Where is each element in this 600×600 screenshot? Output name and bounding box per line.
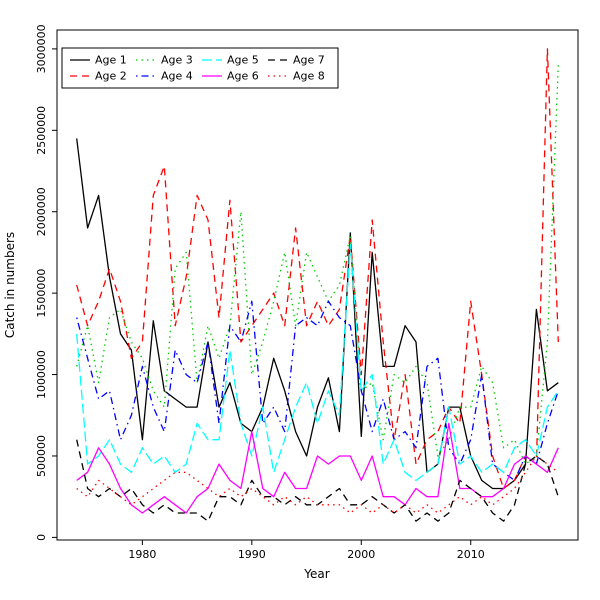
y-axis-tick-label: 2500000 — [35, 106, 48, 155]
series-line-age-6 — [76, 422, 559, 514]
legend-label-age-5: Age 5 — [227, 54, 259, 67]
legend-label-age-4: Age 4 — [161, 70, 193, 83]
y-axis-tick-label: 2000000 — [35, 187, 48, 236]
series-line-age-2 — [76, 48, 559, 490]
y-axis-tick-label: 1000000 — [35, 350, 48, 399]
x-axis-tick-label: 1990 — [238, 548, 266, 561]
x-axis-tick-label: 2010 — [457, 548, 485, 561]
legend-label-age-6: Age 6 — [227, 70, 259, 83]
y-axis-title: Catch in numbers — [3, 232, 17, 338]
series-line-age-3 — [76, 65, 559, 465]
series-line-age-4 — [76, 300, 559, 482]
legend-label-age-1: Age 1 — [95, 54, 127, 67]
legend-label-age-2: Age 2 — [95, 70, 127, 83]
y-axis-tick-label: 500000 — [35, 435, 48, 477]
legend-label-age-8: Age 8 — [293, 70, 325, 83]
plot-area: 1980 1990 2000 2010 0 500000 1000000 1500000 200… — [35, 24, 579, 561]
y-axis-tick-label: 0 — [35, 534, 48, 541]
x-axis-tick-label: 1980 — [128, 548, 156, 561]
y-axis-tick-label: 3000000 — [35, 24, 48, 73]
plot-box — [56, 29, 579, 541]
series-line-age-8 — [76, 455, 559, 514]
series-line-age-1 — [76, 138, 559, 490]
legend-label-age-3: Age 3 — [161, 54, 193, 67]
series-line-age-5 — [76, 243, 559, 482]
x-axis-tick-label: 2000 — [347, 548, 375, 561]
legend-label-age-7: Age 7 — [293, 54, 325, 67]
x-axis-title: Year — [303, 567, 329, 581]
y-axis-tick-label: 1500000 — [35, 269, 48, 318]
legend-box — [61, 47, 339, 89]
